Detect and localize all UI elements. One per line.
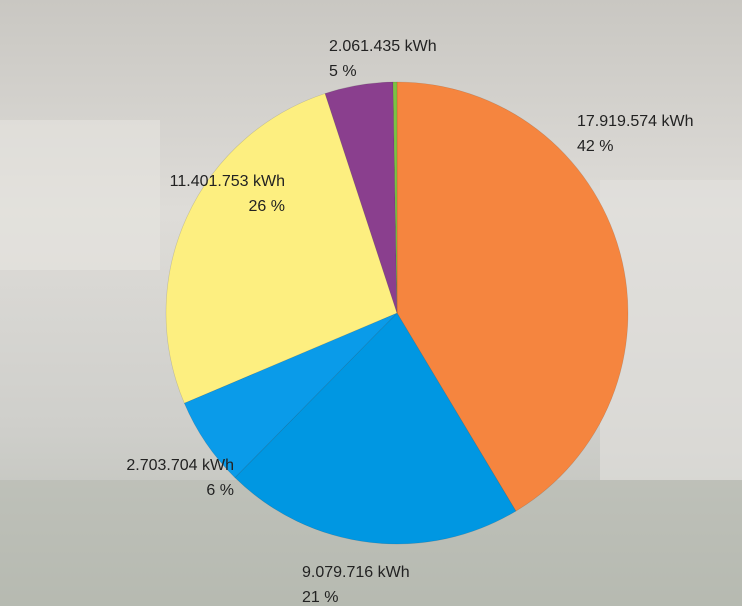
pie-slice: [396, 81, 629, 512]
percent-label: 21 %: [302, 589, 338, 606]
percent-label: 6 %: [206, 482, 234, 499]
pie-slice: [324, 81, 398, 314]
pie-slice: [234, 312, 517, 545]
value-label: 2.061.435 kWh: [329, 38, 437, 55]
percent-label: 26 %: [249, 198, 285, 215]
pie-slice: [165, 93, 398, 404]
value-label: 11.401.753 kWh: [170, 173, 285, 190]
pie-slice: [392, 81, 398, 314]
percent-label: 5 %: [329, 63, 357, 80]
value-label: 9.079.716 kWh: [302, 564, 410, 581]
value-label: 17.919.574 kWh: [577, 113, 694, 130]
pie-slice: [183, 312, 398, 479]
background-shape: [0, 120, 160, 270]
value-label: 2.703.704 kWh: [126, 457, 234, 474]
percent-label: 42 %: [577, 138, 613, 155]
